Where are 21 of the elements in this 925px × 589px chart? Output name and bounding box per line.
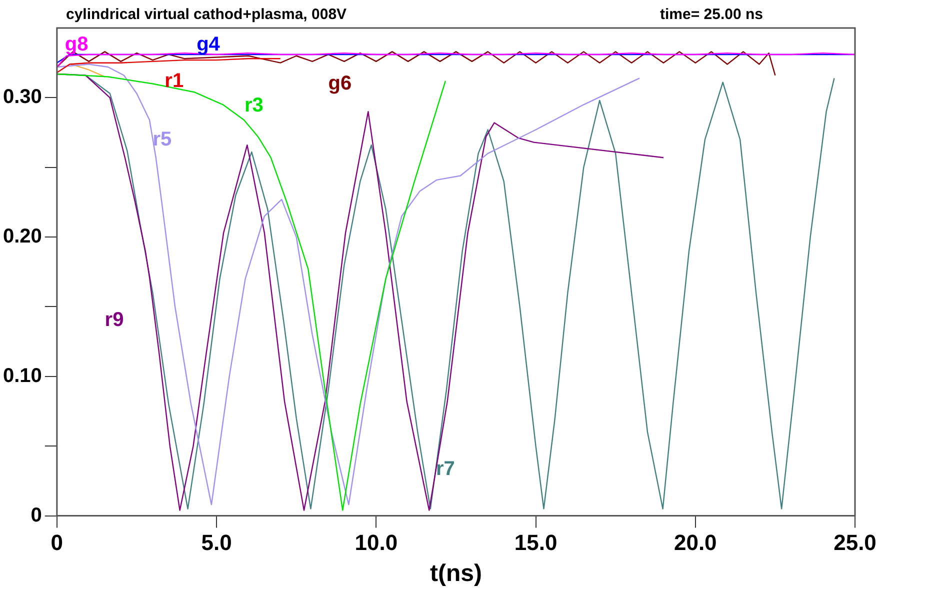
x-tick-label: 5.0 — [201, 530, 232, 556]
series-label: r5 — [152, 128, 172, 151]
series-label: r7 — [436, 458, 455, 480]
x-tick-label: 20.0 — [674, 530, 717, 556]
x-tick-label: 25.0 — [834, 530, 876, 556]
series-label: g4 — [196, 34, 221, 56]
chart-subtitle: time= 25.00 ns — [660, 6, 763, 23]
x-axis-title: t(ns) — [430, 560, 482, 588]
x-tick-label: 15.0 — [514, 530, 558, 556]
y-tick-label: 0 — [30, 504, 42, 526]
series-label: g6 — [328, 72, 352, 95]
y-tick-label: 0.10 — [2, 364, 42, 387]
y-tick-label: 0.30 — [2, 86, 42, 108]
x-tick-label: 10.0 — [354, 530, 398, 556]
series-label: r3 — [244, 94, 264, 117]
series-label: r1 — [164, 70, 184, 92]
series-label: r9 — [104, 309, 124, 332]
x-tick-label: 0 — [50, 530, 64, 556]
y-tick-label: 0.20 — [2, 226, 42, 248]
chart-title: cylindrical virtual cathod+plasma, 008V — [66, 6, 347, 23]
series-label: g8 — [64, 34, 88, 56]
